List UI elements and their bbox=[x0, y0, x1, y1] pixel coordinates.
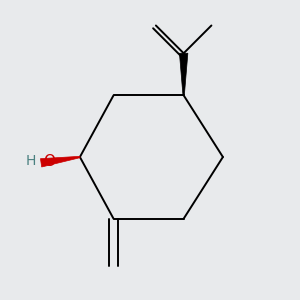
Polygon shape bbox=[179, 53, 188, 95]
Text: O: O bbox=[43, 154, 55, 169]
Polygon shape bbox=[40, 156, 80, 167]
Text: H: H bbox=[26, 154, 36, 168]
